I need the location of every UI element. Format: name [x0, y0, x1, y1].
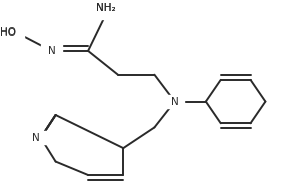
- Bar: [166, 95, 183, 108]
- Text: HO: HO: [0, 28, 15, 38]
- Bar: [31, 131, 51, 144]
- Text: N: N: [32, 133, 40, 143]
- Text: HO: HO: [0, 27, 16, 37]
- Text: NH₂: NH₂: [96, 3, 115, 13]
- Text: N: N: [48, 46, 55, 56]
- Text: NH₂: NH₂: [96, 3, 115, 13]
- Bar: [1, 26, 24, 41]
- Bar: [41, 44, 62, 58]
- Bar: [89, 7, 122, 19]
- Text: N: N: [171, 97, 179, 107]
